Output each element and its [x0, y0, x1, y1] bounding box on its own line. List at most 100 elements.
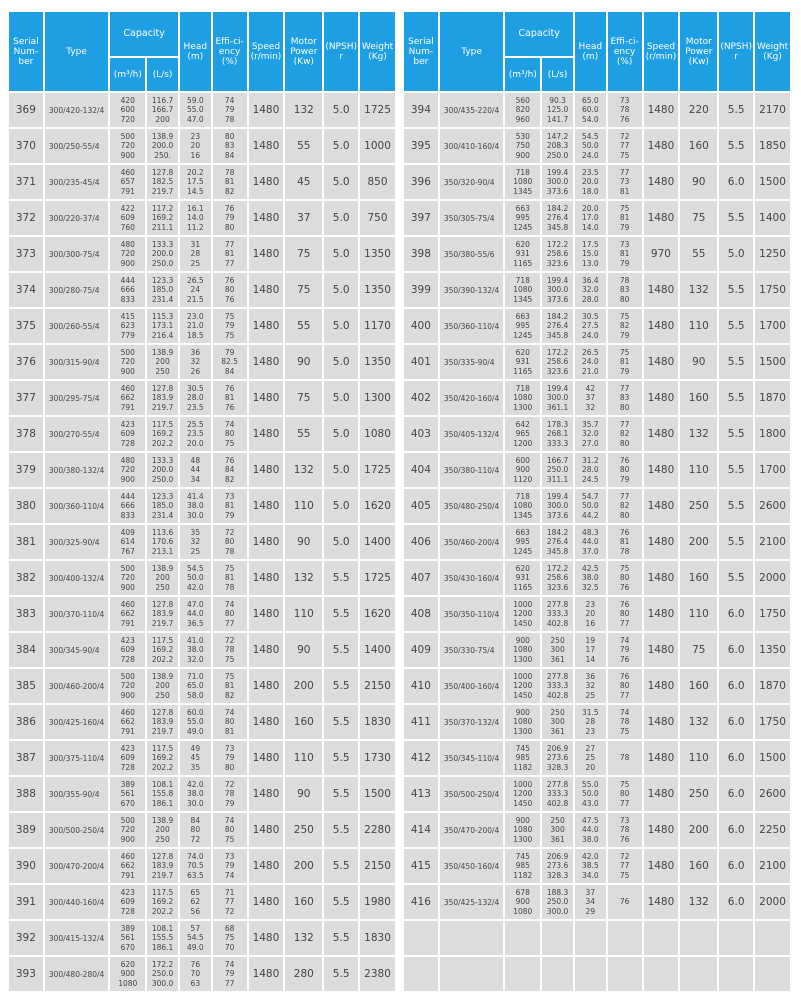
cell-speed: 1480: [643, 561, 679, 595]
cell-capacity-ls: 113.6 170.6 213.1: [147, 525, 178, 559]
cell-serial-number: 376: [9, 345, 43, 379]
cell-type: 350/450-160/4: [439, 849, 504, 883]
cell-head: 20.0 17.0 14.0: [574, 201, 606, 235]
cell-value: 206.9: [546, 851, 569, 861]
cell-value: 54.7: [581, 491, 599, 501]
cell-serial-number: 393: [9, 957, 43, 991]
cell-value: 81: [224, 501, 235, 511]
cell-value: 83: [619, 393, 630, 403]
cell-motor-power: 90: [285, 345, 323, 379]
cell-value: 24: [190, 285, 201, 295]
cell-value: 76: [224, 383, 235, 393]
cell-weight: 1350: [360, 273, 395, 307]
cell-value: 76: [619, 834, 630, 844]
cell-value: 76: [619, 599, 630, 609]
cell-value: 79: [224, 969, 235, 979]
cell-efficiency: 75 79 75: [212, 309, 247, 343]
cell-value: 82: [224, 186, 235, 196]
table-row: 399 350/390-132/4 718 1080 1345 199.4 300.0 373…: [404, 273, 790, 307]
cell-value: 208.3: [546, 141, 569, 151]
cell-head: 48.3 44.0 37.0: [574, 525, 606, 559]
cell-value: 250.0: [151, 474, 174, 484]
cell-value: 182.5: [151, 177, 174, 187]
cell-serial-number: [404, 957, 438, 991]
cell-value: 965: [515, 429, 530, 439]
cell-efficiency: 80 83 84: [212, 129, 247, 163]
cell-speed: 1480: [248, 885, 284, 919]
cell-value: 402.8: [546, 798, 569, 808]
cell-head: 17.5 15.0 13.0: [574, 237, 606, 271]
cell-value: 791: [120, 870, 135, 880]
cell-npsh: 5.5: [719, 489, 754, 523]
cell-value: 81: [224, 573, 235, 583]
cell-value: 662: [120, 717, 135, 727]
cell-weight: 1830: [360, 921, 395, 955]
cell-value: 258.6: [546, 249, 569, 259]
cell-value: 720: [120, 465, 135, 475]
cell-npsh: 5.5: [324, 957, 359, 991]
cell-weight: 1500: [755, 345, 790, 379]
cell-efficiency: 73 81 79: [212, 489, 247, 523]
cell-value: 183.9: [151, 609, 174, 619]
cell-value: 200: [155, 825, 170, 835]
cell-capacity-m3h: 560 820 960: [505, 93, 541, 127]
cell-value: 73: [619, 177, 630, 187]
cell-capacity-m3h: 500 720 900: [110, 345, 146, 379]
cell-efficiency: 76 80 77: [607, 669, 642, 703]
cell-type: [439, 921, 504, 955]
cell-value: 663: [515, 311, 530, 321]
cell-value: 75: [619, 203, 630, 213]
cell-value: 900: [120, 150, 135, 160]
cell-type: 350/320-90/4: [439, 165, 504, 199]
cell-value: 277.8: [546, 779, 569, 789]
cell-motor-power: 160: [285, 705, 323, 739]
cell-speed: 1480: [643, 489, 679, 523]
cell-capacity-m3h: 620 931 1165: [505, 237, 541, 271]
cell-value: 250: [155, 690, 170, 700]
cell-capacity-m3h: 389 561 670: [110, 777, 146, 811]
cell-value: 728: [120, 438, 135, 448]
cell-serial-number: 375: [9, 309, 43, 343]
cell-value: 25: [190, 546, 201, 556]
cell-capacity-ls: 133.3 200.0 250.0: [147, 237, 178, 271]
cell-value: 81: [619, 357, 630, 367]
cell-capacity-m3h: 530 750 900: [505, 129, 541, 163]
header-weight: Weight (Kg): [755, 12, 790, 91]
cell-value: 1120: [513, 474, 533, 484]
cell-value: 444: [120, 275, 135, 285]
cell-value: 76: [190, 959, 201, 969]
cell-value: 791: [120, 726, 135, 736]
cell-type: 350/480-250/4: [439, 489, 504, 523]
cell-capacity-m3h: 678 900 1080: [505, 885, 541, 919]
cell-capacity-ls: 123.3 185.0 231.4: [147, 489, 178, 523]
cell-capacity-ls: 108.1 155.5 186.1: [147, 921, 178, 955]
header-serial-number: Serial Num-ber: [404, 12, 438, 91]
cell-head: 41.0 38.0 32.0: [179, 633, 211, 667]
cell-efficiency: 75 81 82: [212, 669, 247, 703]
cell-value: 30.5: [581, 311, 599, 321]
cell-value: 791: [120, 618, 135, 628]
cell-value: 79: [619, 645, 630, 655]
cell-value: 373.6: [546, 294, 569, 304]
cell-serial-number: 383: [9, 597, 43, 631]
cell-type: 350/400-160/4: [439, 669, 504, 703]
table-row: 395 300/410-160/4 530 750 900 147.2 208.3 250.0…: [404, 129, 790, 163]
table-row: 385 300/460-200/4 500 720 900 138.9 200 250 71.0…: [9, 669, 395, 703]
cell-value: 117.5: [151, 887, 174, 897]
cell-value: 25.5: [186, 419, 204, 429]
cell-value: 833: [120, 510, 135, 520]
cell-serial-number: 382: [9, 561, 43, 595]
cell-value: 76: [224, 455, 235, 465]
cell-value: 345.8: [546, 330, 569, 340]
header-efficiency: Effi-ci-ency (%): [212, 12, 247, 91]
cell-value: 609: [120, 645, 135, 655]
cell-value: 65.0: [186, 681, 204, 691]
cell-motor-power: 280: [285, 957, 323, 991]
cell-value: 20.0: [581, 177, 599, 187]
cell-head: 42 37 32: [574, 381, 606, 415]
cell-value: 186.1: [151, 942, 174, 952]
cell-value: 188.3: [546, 887, 569, 897]
cell-efficiency: 76 81 76: [212, 381, 247, 415]
cell-value: 250: [550, 815, 565, 825]
cell-value: 80: [224, 537, 235, 547]
